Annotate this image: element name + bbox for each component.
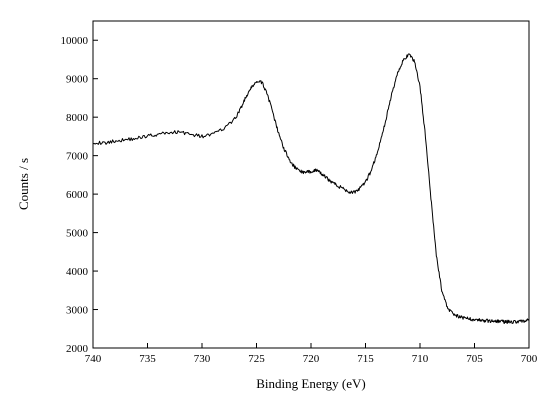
y-tick-label: 10000 (61, 35, 89, 47)
x-tick-label: 720 (303, 353, 320, 365)
y-tick-label: 4000 (66, 266, 89, 278)
y-axis-title: Counts / s (16, 158, 31, 210)
x-tick-label: 730 (194, 353, 211, 365)
x-tick-label: 705 (466, 353, 483, 365)
x-tick-label: 740 (85, 353, 102, 365)
y-tick-label: 3000 (66, 305, 89, 317)
x-tick-label: 700 (521, 353, 538, 365)
x-tick-label: 725 (248, 353, 265, 365)
x-tick-label: 715 (357, 353, 374, 365)
x-tick-label: 735 (139, 353, 156, 365)
plot-area (92, 20, 530, 349)
y-tick-label: 6000 (66, 189, 89, 201)
x-axis-title: Binding Energy (eV) (256, 376, 366, 391)
x-tick-label: 710 (412, 353, 429, 365)
y-tick-label: 8000 (66, 112, 89, 124)
y-tick-label: 9000 (66, 74, 89, 86)
series-line (92, 53, 530, 325)
x-axis: 740 735 730 725 720 715 710 705 700 (85, 343, 538, 365)
y-tick-label: 5000 (66, 228, 89, 240)
y-axis: 2000 3000 4000 5000 6000 7000 8000 9000 10000 (61, 35, 98, 355)
y-tick-label: 2000 (66, 343, 89, 355)
y-tick-label: 7000 (66, 151, 89, 163)
series-layer (92, 53, 530, 325)
